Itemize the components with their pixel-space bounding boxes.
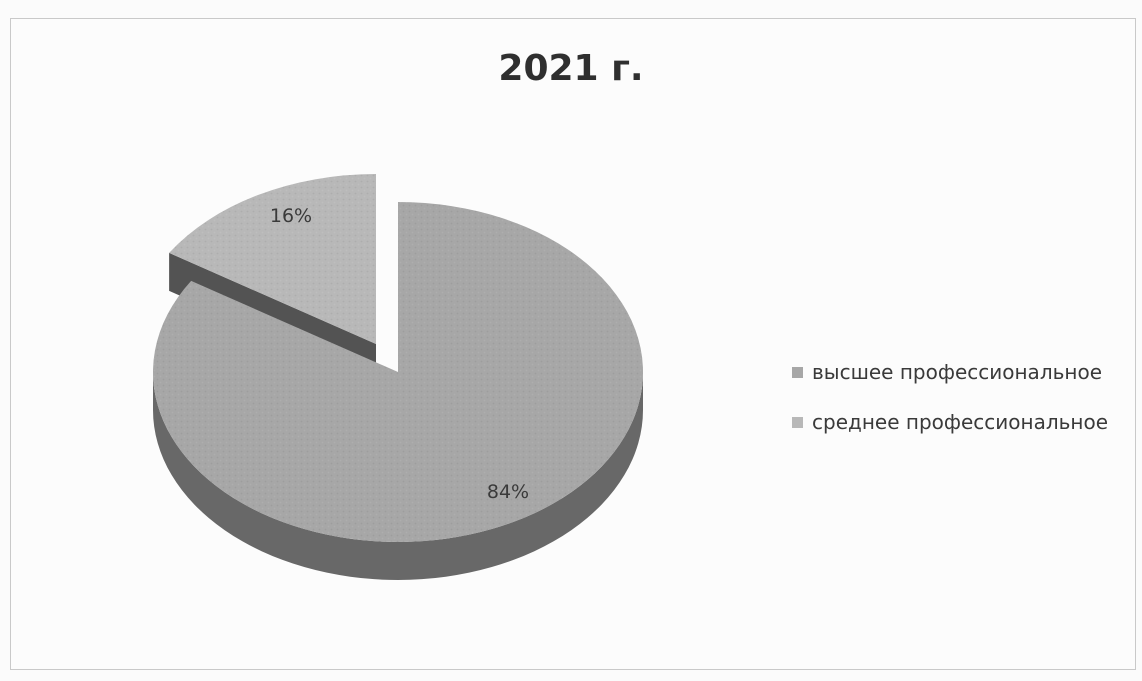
pie-slice-texture [169,174,376,344]
chart-title: 2021 г. [498,48,644,89]
data-label: 84% [487,481,529,503]
legend-label: высшее профессиональное [812,360,1102,384]
legend-item-secondary: среднее профессиональное [792,409,1108,435]
pie-slice-texture [152,202,643,542]
legend-item-higher: высшее профессиональное [792,359,1108,385]
pie-slice-side [153,372,643,580]
legend-swatch [792,416,803,428]
legend-label: среднее профессиональное [812,410,1109,434]
legend-swatch [792,366,803,378]
data-label: 16% [270,205,312,227]
chart-legend: высшее профессиональное среднее професси… [792,359,1108,459]
